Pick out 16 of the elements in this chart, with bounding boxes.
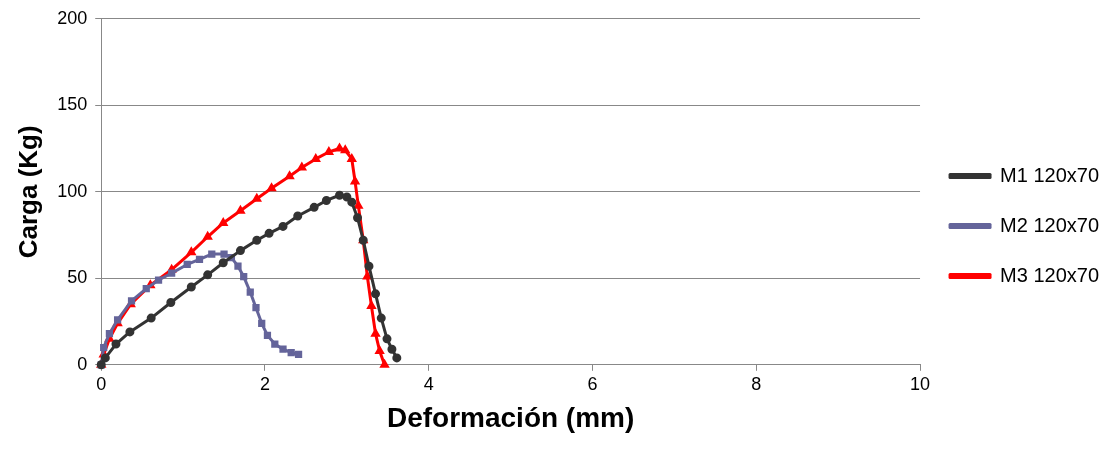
legend-label: M2 120x70 xyxy=(1000,213,1100,236)
y-tick-label: 150 xyxy=(57,94,88,115)
y-tick-label: 50 xyxy=(67,267,88,288)
x-tick-label: 4 xyxy=(423,373,434,394)
x-tick-label: 2 xyxy=(259,373,270,394)
x-tick-label: 10 xyxy=(910,373,931,394)
x-axis-title: Deformación (mm) xyxy=(386,401,635,433)
x-tick-label: 8 xyxy=(751,373,762,394)
x-tick-label: 6 xyxy=(587,373,598,394)
y-axis-title: Carga (Kg) xyxy=(12,125,43,259)
y-tick-label: 200 xyxy=(57,7,88,28)
legend-label: M1 120x70 xyxy=(1000,163,1100,186)
y-tick-label: 100 xyxy=(57,180,88,201)
legend-label: M3 120x70 xyxy=(1000,263,1100,286)
y-tick-label: 0 xyxy=(77,353,88,374)
x-tick-label: 0 xyxy=(96,373,107,394)
